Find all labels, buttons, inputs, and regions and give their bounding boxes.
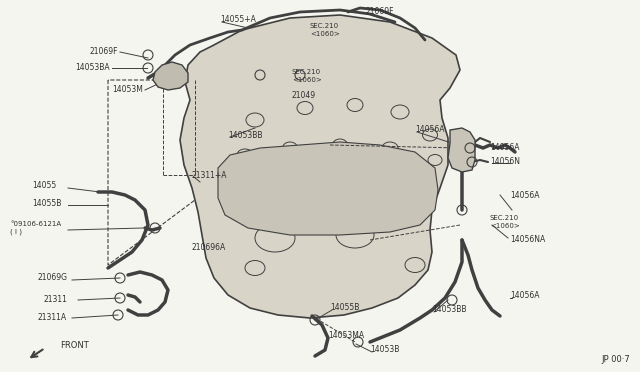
- Text: 21069F: 21069F: [90, 48, 118, 57]
- Polygon shape: [153, 62, 188, 90]
- Polygon shape: [180, 15, 460, 318]
- Text: 14056A: 14056A: [510, 292, 540, 301]
- Text: 14053BA: 14053BA: [76, 64, 110, 73]
- Polygon shape: [448, 128, 475, 172]
- Text: 14053MA: 14053MA: [328, 331, 364, 340]
- Text: °09106-6121A
( I ): °09106-6121A ( I ): [10, 221, 61, 235]
- Text: 14055: 14055: [32, 182, 56, 190]
- Text: 14056N: 14056N: [490, 157, 520, 167]
- Text: 14053BB: 14053BB: [432, 305, 467, 314]
- Text: 21311: 21311: [44, 295, 68, 305]
- Text: 14056NA: 14056NA: [510, 235, 545, 244]
- Text: 14055B: 14055B: [330, 304, 360, 312]
- Text: 14053M: 14053M: [112, 86, 143, 94]
- Polygon shape: [218, 142, 438, 235]
- Text: FRONT: FRONT: [60, 341, 89, 350]
- Text: 21049: 21049: [292, 90, 316, 99]
- Text: 21311A: 21311A: [38, 314, 67, 323]
- Text: 14056A: 14056A: [510, 190, 540, 199]
- Text: 21311+A: 21311+A: [192, 170, 227, 180]
- Text: SEC.210
<1060>: SEC.210 <1060>: [292, 70, 322, 83]
- Text: SEC.210
<1060>: SEC.210 <1060>: [490, 215, 520, 228]
- Text: 14053B: 14053B: [370, 346, 399, 355]
- Text: 14056A: 14056A: [490, 144, 520, 153]
- Text: JP 00·7: JP 00·7: [601, 355, 630, 364]
- Text: 21069F: 21069F: [365, 7, 394, 16]
- Text: 14055+A: 14055+A: [220, 16, 256, 25]
- Text: 210696A: 210696A: [192, 244, 227, 253]
- Text: 21069G: 21069G: [38, 273, 68, 282]
- Text: 14055B: 14055B: [32, 199, 61, 208]
- Text: SEC.210
<1060>: SEC.210 <1060>: [310, 23, 340, 36]
- Text: 14056A: 14056A: [415, 125, 445, 135]
- Text: 14053BB: 14053BB: [228, 131, 262, 140]
